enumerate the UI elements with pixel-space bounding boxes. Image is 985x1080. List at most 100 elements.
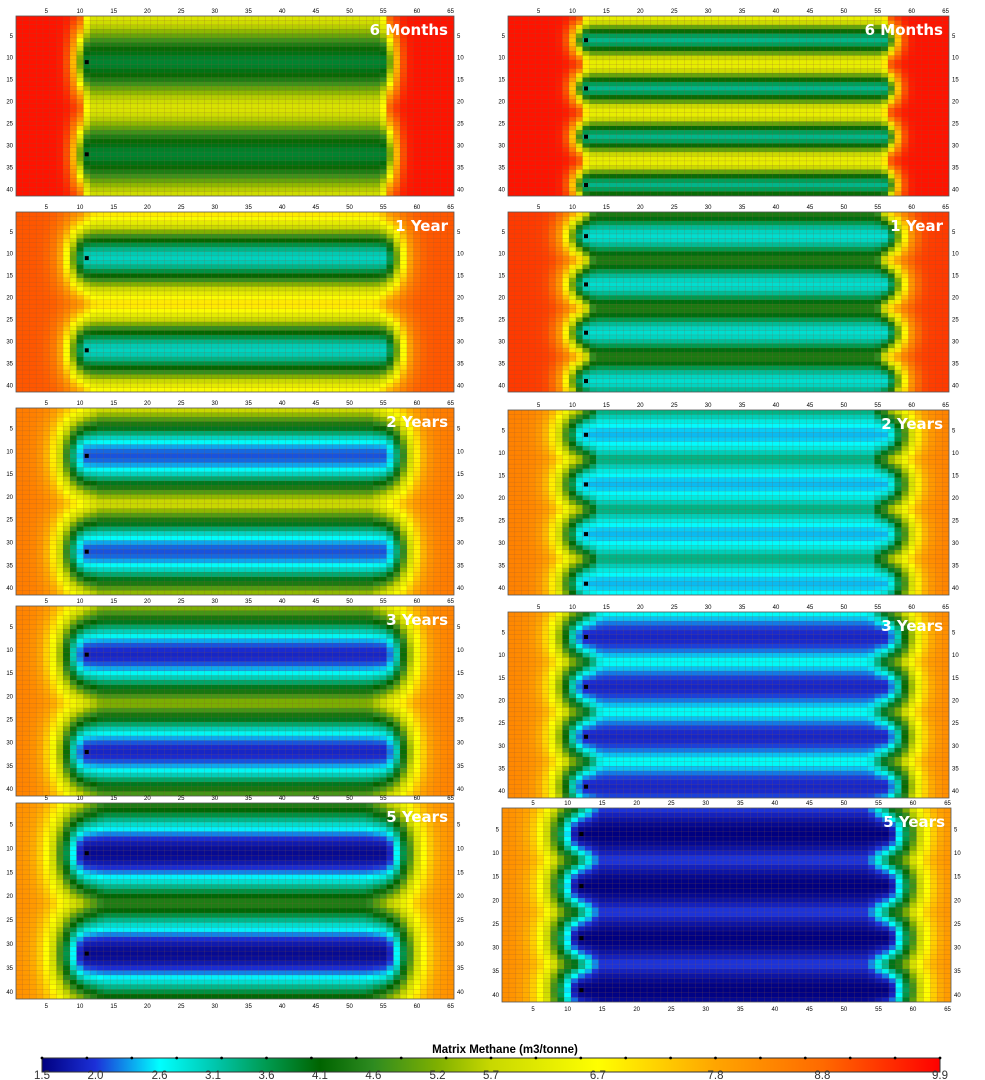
y-tick-label: 20 (952, 296, 959, 302)
colorbar-dot (848, 1056, 852, 1060)
y-tick-label: 10 (498, 252, 505, 258)
x-tick-label: 60 (910, 1007, 917, 1013)
x-tick-label: 55 (380, 205, 387, 211)
y-tick-label: 10 (6, 56, 13, 62)
y-tick-label: 25 (954, 922, 961, 928)
x-tick-label: 20 (144, 9, 151, 15)
x-tick-label: 35 (245, 796, 252, 802)
y-tick-label: 15 (954, 875, 961, 881)
x-tick-label: 60 (910, 801, 917, 807)
y-tick-label: 15 (952, 78, 959, 84)
y-tick-label: 35 (457, 361, 464, 367)
panel-frame (15, 211, 455, 393)
y-tick-label: 25 (457, 122, 464, 128)
x-tick-label: 60 (908, 403, 915, 409)
x-tick-label: 55 (874, 403, 881, 409)
x-tick-label: 55 (380, 796, 387, 802)
panel-title: 2 Years (881, 415, 943, 433)
y-tick-label: 20 (6, 296, 13, 302)
x-tick-label: 15 (599, 801, 606, 807)
y-tick-label: 10 (6, 648, 13, 654)
colorbar-dot (85, 1056, 89, 1060)
x-tick-label: 50 (841, 801, 848, 807)
y-tick-label: 20 (457, 495, 464, 501)
y-tick-label: 35 (6, 966, 13, 972)
y-tick-label: 20 (498, 496, 505, 502)
y-tick-label: 35 (6, 764, 13, 770)
heatmap-field (16, 408, 454, 595)
x-tick-label: 5 (531, 1007, 535, 1013)
x-tick-label: 30 (705, 605, 712, 611)
y-tick-label: 40 (498, 187, 505, 193)
colorbar-dot (624, 1056, 628, 1060)
x-tick-label: 65 (944, 801, 951, 807)
x-tick-label: 35 (245, 1004, 252, 1010)
x-tick-label: 5 (537, 205, 541, 211)
well-marker (579, 832, 584, 837)
x-tick-label: 15 (110, 599, 117, 605)
x-tick-label: 5 (45, 1004, 49, 1010)
well-marker (84, 348, 89, 353)
well-marker (584, 330, 589, 335)
panel-frame (15, 802, 455, 1000)
x-tick-label: 15 (110, 1004, 117, 1010)
y-tick-label: 40 (952, 789, 959, 795)
y-tick-label: 15 (498, 676, 505, 682)
x-tick-label: 35 (737, 1007, 744, 1013)
y-tick-label: 15 (498, 473, 505, 479)
y-tick-label: 25 (6, 122, 13, 128)
grid-lines (16, 212, 454, 392)
y-tick-label: 20 (952, 100, 959, 106)
x-tick-label: 35 (245, 9, 252, 15)
y-tick-label: 30 (457, 541, 464, 547)
x-tick-label: 25 (668, 801, 675, 807)
x-tick-label: 40 (773, 403, 780, 409)
colorbar-tick-label: 2.6 (152, 1070, 168, 1080)
y-tick-label: 5 (502, 34, 506, 40)
y-tick-label: 5 (457, 230, 461, 236)
x-tick-label: 45 (313, 9, 320, 15)
x-tick-label: 30 (211, 9, 218, 15)
y-tick-label: 35 (492, 969, 499, 975)
y-tick-label: 10 (498, 56, 505, 62)
x-tick-label: 60 (908, 205, 915, 211)
x-tick-label: 45 (313, 401, 320, 407)
grid-lines (508, 212, 949, 392)
y-tick-label: 15 (457, 671, 464, 677)
x-tick-label: 25 (178, 205, 185, 211)
y-tick-label: 10 (498, 451, 505, 457)
panel-title: 5 Years (883, 813, 945, 831)
y-tick-label: 10 (952, 56, 959, 62)
x-tick-label: 35 (739, 9, 746, 15)
x-tick-label: 60 (414, 205, 421, 211)
y-tick-label: 15 (952, 676, 959, 682)
panel-frame (507, 409, 950, 596)
x-tick-label: 65 (447, 796, 454, 802)
x-tick-label: 60 (414, 401, 421, 407)
y-tick-label: 15 (457, 78, 464, 84)
y-tick-label: 35 (6, 165, 13, 171)
y-tick-label: 25 (457, 918, 464, 924)
grid-lines (508, 612, 949, 798)
well-marker (584, 634, 589, 639)
y-tick-label: 20 (952, 496, 959, 502)
panel-frame (15, 15, 455, 197)
x-tick-label: 50 (840, 9, 847, 15)
y-tick-label: 10 (457, 449, 464, 455)
x-tick-label: 35 (739, 205, 746, 211)
well-marker (584, 282, 589, 287)
y-tick-label: 25 (6, 518, 13, 524)
y-tick-label: 5 (952, 428, 956, 434)
x-tick-labels: 5 10 15 20 25 30 35 40 45 50 55 60 65 (45, 796, 455, 802)
x-tick-label: 40 (772, 801, 779, 807)
x-tick-label: 20 (637, 605, 644, 611)
well-marker (84, 652, 89, 657)
y-tick-label: 15 (492, 875, 499, 881)
well-marker (584, 734, 589, 739)
well-marker (84, 453, 89, 458)
y-tick-label: 5 (10, 823, 14, 829)
